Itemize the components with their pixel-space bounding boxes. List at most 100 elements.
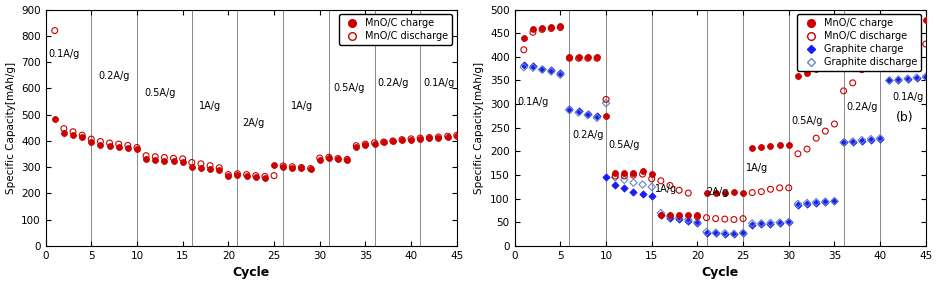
Point [918,75,933,80]
Point [772,143,787,148]
Point [157,158,172,163]
Point [330,156,345,161]
Point [589,54,604,59]
Point [891,21,906,25]
Point [726,217,741,222]
Point [544,68,559,72]
Point [322,156,337,160]
Point [781,186,796,190]
Point [754,189,769,194]
Point [799,202,814,206]
Point [626,173,641,177]
Point [303,167,318,171]
Point [120,146,135,150]
Point [322,155,337,160]
Point [681,219,696,224]
Point [718,231,733,236]
Point [525,27,540,32]
Point [220,172,235,177]
Point [672,215,687,220]
Point [689,220,704,225]
Point [635,169,650,174]
Point [230,173,245,177]
Point [827,122,842,126]
Point [129,147,144,152]
Point [193,162,208,166]
Point [148,154,163,159]
Point [872,137,887,141]
X-axis label: Cycle: Cycle [233,266,270,280]
Point [422,135,437,140]
Point [129,145,144,150]
Point [166,159,181,164]
Point [440,135,455,139]
Point [735,216,750,221]
Point [799,201,814,205]
Point [431,135,446,140]
Point [83,140,98,144]
Text: 0.2A/g: 0.2A/g [846,102,878,112]
Point [799,71,814,76]
Point [139,153,154,158]
Point [312,156,327,160]
Point [175,160,190,164]
Point [818,199,833,204]
Point [349,144,364,149]
Point [239,174,254,179]
Point [864,137,879,142]
Point [413,137,428,141]
Point [644,172,659,176]
Y-axis label: Specific Capacity[mAh/g]: Specific Capacity[mAh/g] [6,62,16,194]
Point [276,164,291,169]
Point [872,23,887,28]
Point [120,143,135,148]
Point [544,25,559,29]
Point [654,213,669,217]
Point [745,223,760,227]
Point [644,177,659,181]
Point [644,194,659,199]
Point [516,65,531,70]
Point [836,140,851,144]
Point [581,56,596,60]
Point [544,26,559,31]
Point [598,97,613,102]
Point [166,156,181,160]
Point [855,26,870,31]
Point [367,141,382,145]
Point [845,139,860,144]
Point [681,217,696,222]
Point [745,190,760,195]
Point [855,138,870,143]
Point [818,200,833,204]
Point [349,143,364,148]
Point [66,129,81,134]
Point [571,54,586,59]
Point [589,114,604,118]
X-axis label: Cycle: Cycle [702,266,739,280]
Text: 1A/g: 1A/g [655,184,676,194]
Point [791,74,806,78]
Point [699,229,714,234]
Point [56,130,71,135]
Point [395,137,410,142]
Point [635,172,650,176]
Point [102,141,117,145]
Point [212,166,227,170]
Point [845,28,860,33]
Point [855,67,870,72]
Point [617,178,632,182]
Text: (a): (a) [427,17,445,30]
Text: 1A/g: 1A/g [746,163,768,173]
Point [781,143,796,148]
Point [699,231,714,235]
Point [791,152,806,156]
Point [376,140,391,144]
Point [735,231,750,235]
Point [681,213,696,217]
Point [654,178,669,183]
Text: 0.1A/g: 0.1A/g [892,92,923,102]
Y-axis label: Specific Capacity[mAh/g]: Specific Capacity[mAh/g] [475,62,485,194]
Point [139,156,154,161]
Point [809,200,824,204]
